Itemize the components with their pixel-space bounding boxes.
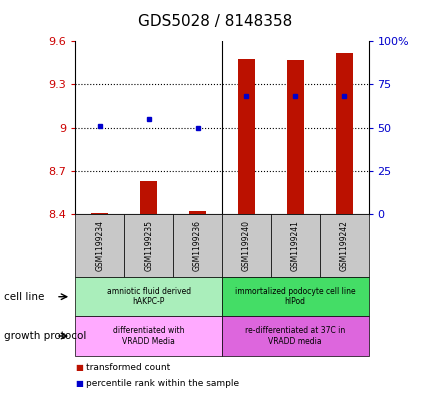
Bar bbox=[91, 213, 108, 214]
Text: GDS5028 / 8148358: GDS5028 / 8148358 bbox=[138, 14, 292, 29]
Text: transformed count: transformed count bbox=[86, 363, 170, 372]
Bar bbox=[140, 181, 157, 214]
Text: differentiated with
VRADD Media: differentiated with VRADD Media bbox=[113, 326, 184, 346]
Text: GSM1199240: GSM1199240 bbox=[241, 220, 250, 271]
Text: ■: ■ bbox=[75, 363, 83, 372]
Text: growth protocol: growth protocol bbox=[4, 331, 86, 341]
Text: re-differentiated at 37C in
VRADD media: re-differentiated at 37C in VRADD media bbox=[245, 326, 344, 346]
Bar bbox=[286, 60, 303, 214]
Text: GSM1199241: GSM1199241 bbox=[290, 220, 299, 271]
Text: ■: ■ bbox=[75, 379, 83, 387]
Text: GSM1199236: GSM1199236 bbox=[193, 220, 202, 271]
Bar bbox=[335, 53, 352, 214]
Text: GSM1199234: GSM1199234 bbox=[95, 220, 104, 271]
Text: GSM1199235: GSM1199235 bbox=[144, 220, 153, 271]
Bar bbox=[237, 59, 254, 214]
Text: percentile rank within the sample: percentile rank within the sample bbox=[86, 379, 239, 387]
Text: cell line: cell line bbox=[4, 292, 45, 302]
Text: GSM1199242: GSM1199242 bbox=[339, 220, 348, 271]
Text: immortalized podocyte cell line
hIPod: immortalized podocyte cell line hIPod bbox=[234, 287, 355, 307]
Text: amniotic fluid derived
hAKPC-P: amniotic fluid derived hAKPC-P bbox=[106, 287, 190, 307]
Bar bbox=[188, 211, 206, 214]
